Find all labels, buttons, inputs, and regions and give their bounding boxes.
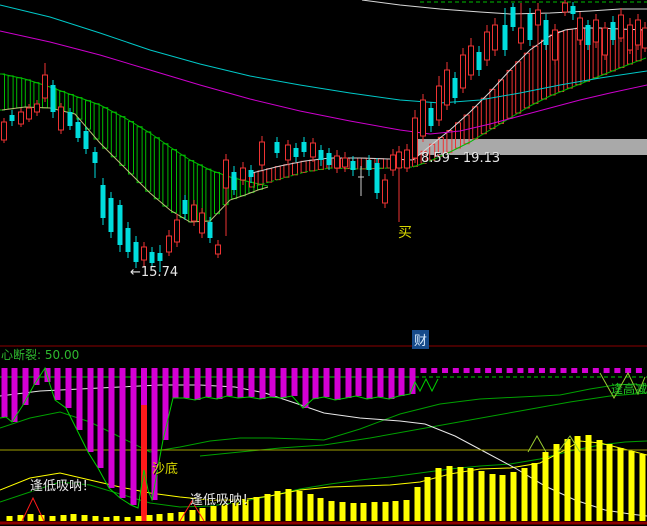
dip-buy-label-1: 逢低吸呐！ — [30, 479, 96, 494]
sand-bottom-label: 沙底 — [152, 462, 179, 477]
sell-high-label: 逢高减 — [611, 382, 647, 396]
dip-buy-label-2: 逢低吸呐！ — [190, 493, 256, 508]
buy-signal-label: 买 — [398, 225, 412, 241]
price-range-label: 8.59 - 19.13 — [421, 151, 501, 166]
watermark-badge: 财 — [412, 330, 430, 349]
price-low-label: ←15.74 — [130, 265, 179, 280]
indicator-value-label: 心断裂: 50.00 — [1, 348, 80, 362]
